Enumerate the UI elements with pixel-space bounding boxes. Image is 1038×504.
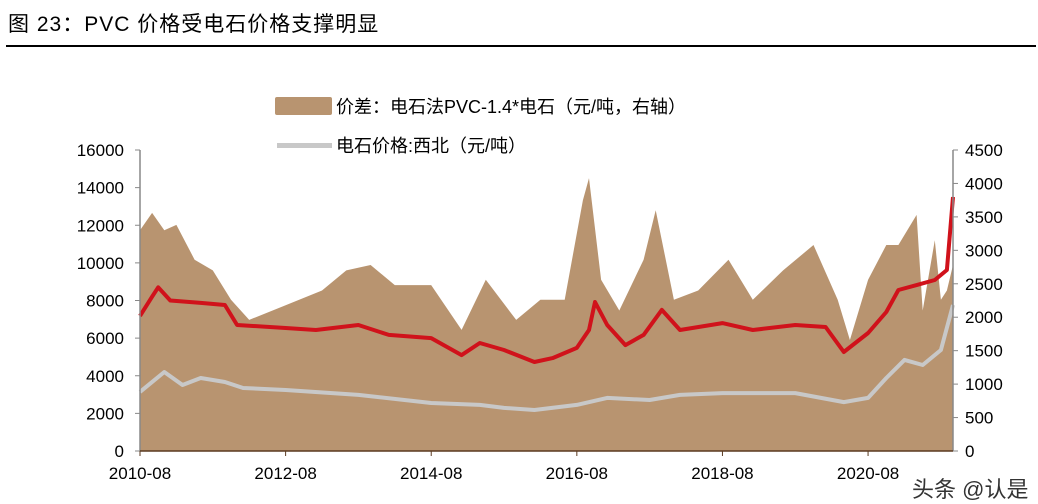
left-tick-label: 8000: [86, 292, 124, 311]
right-tick-label: 1000: [965, 375, 1003, 394]
title-underline: [6, 45, 1036, 47]
left-tick-label: 14000: [77, 179, 124, 198]
x-tick-label: 2018-08: [691, 464, 753, 483]
x-tick-label: 2016-08: [546, 464, 608, 483]
right-tick-label: 0: [965, 442, 974, 461]
left-tick-label: 2000: [86, 404, 124, 423]
legend-carbide-label: 电石价格:西北（元/吨）: [336, 136, 526, 156]
right-tick-label: 4000: [965, 174, 1003, 193]
x-tick-label: 2012-08: [254, 464, 316, 483]
left-tick-label: 16000: [77, 141, 124, 160]
right-tick-label: 3500: [965, 208, 1003, 227]
x-tick-label: 2014-08: [400, 464, 462, 483]
left-tick-label: 10000: [77, 254, 124, 273]
right-tick-label: 2000: [965, 308, 1003, 327]
left-tick-label: 6000: [86, 329, 124, 348]
legend-line-swatch: [277, 143, 332, 148]
right-tick-label: 500: [965, 409, 993, 428]
right-tick-label: 1500: [965, 342, 1003, 361]
x-tick-label: 2020-08: [837, 464, 899, 483]
left-tick-label: 12000: [77, 216, 124, 235]
legend-area-swatch: [275, 97, 332, 115]
watermark: 头条 @认是: [912, 477, 1028, 502]
carbide-price-line: [138, 304, 955, 412]
spread-area: [140, 178, 953, 451]
legend-spread-label: 价差：电石法PVC-1.4*电石（元/吨，右轴）: [336, 97, 686, 117]
left-tick-label: 0: [115, 442, 124, 461]
left-tick-label: 4000: [86, 367, 124, 386]
pvc-price-line: [138, 196, 955, 364]
right-tick-label: 4500: [965, 141, 1003, 160]
right-tick-label: 3000: [965, 241, 1003, 260]
x-tick-label: 2010-08: [109, 464, 171, 483]
right-tick-label: 2500: [965, 275, 1003, 294]
figure-title: 图 23：PVC 价格受电石价格支撑明显: [8, 13, 380, 36]
